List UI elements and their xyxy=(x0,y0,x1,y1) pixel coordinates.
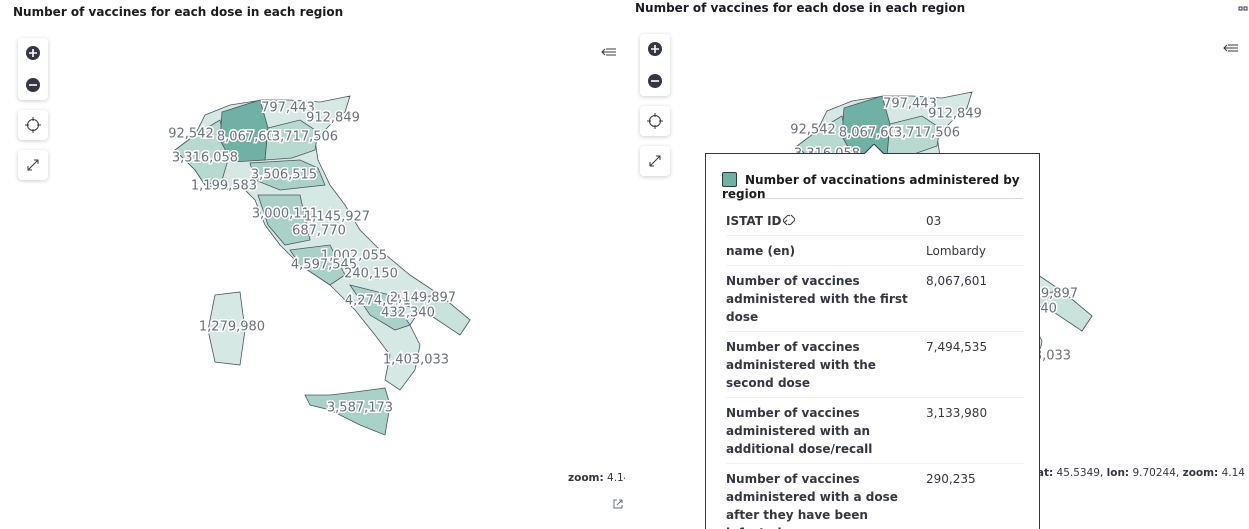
property-name: ISTAT ID xyxy=(726,212,926,230)
region-label: 432,340 xyxy=(381,306,435,321)
coord-value: 4.14 xyxy=(1221,467,1245,479)
region-label: 912,849 xyxy=(306,111,360,126)
fit-button[interactable] xyxy=(640,106,670,136)
region-label: 1,002,055 xyxy=(321,249,387,264)
region-label: 92,542 xyxy=(790,123,836,138)
link-icon xyxy=(782,214,795,226)
region-label: 687,770 xyxy=(292,224,346,239)
region-label: 1,199,583 xyxy=(191,179,257,194)
legend-toggle[interactable] xyxy=(601,46,617,58)
zoom-label: zoom: xyxy=(568,472,604,484)
property-value: 7,494,535 xyxy=(926,340,988,354)
property-value: Lombardy xyxy=(926,244,986,258)
panel-title: Number of vaccines for each dose in each… xyxy=(13,5,344,19)
property-value: 03 xyxy=(926,214,942,228)
fullscreen-button[interactable] xyxy=(18,150,48,180)
fit-button[interactable] xyxy=(18,110,48,140)
property-name: Number of vaccines administered with a d… xyxy=(726,470,926,529)
coord-label: zoom: xyxy=(1182,467,1219,479)
property-value: 3,133,980 xyxy=(926,406,988,420)
zoom-value: 4.14 xyxy=(607,472,625,484)
region-label: 912,849 xyxy=(928,107,982,122)
region-label: 797,443 xyxy=(883,97,937,112)
zoom-icons[interactable] xyxy=(640,34,670,96)
property-label: Number of vaccines administered with the… xyxy=(726,340,876,390)
region xyxy=(207,291,246,366)
fullscreen-button[interactable] xyxy=(640,146,670,176)
region-label: 92,542 xyxy=(168,127,214,142)
region-label: 3,717,506 xyxy=(272,130,338,145)
region xyxy=(289,244,346,286)
zoom-readout: zoom: 4.14 xyxy=(568,472,625,484)
property-label: Number of vaccines administered with the… xyxy=(726,274,908,324)
link-path xyxy=(782,214,795,226)
region xyxy=(249,159,326,191)
region-label: 3,000,111 xyxy=(252,207,318,222)
tooltip-header: Number of vaccinations administered by r… xyxy=(722,172,1023,201)
tooltip: Number of vaccinations administered by r… xyxy=(705,144,1040,529)
property-value: 290,235 xyxy=(926,472,976,486)
region xyxy=(349,284,411,331)
region-label: 2,149,897 xyxy=(390,291,456,306)
tooltip-row: Number of vaccines administered with the… xyxy=(726,332,1024,398)
region-label: 8,067,601 xyxy=(839,126,905,141)
coord-value: 45.5349, xyxy=(1056,467,1104,479)
zoom-icons[interactable] xyxy=(18,38,48,100)
region-label: 240,150 xyxy=(344,267,398,282)
region-label: 8,067,601 xyxy=(217,130,283,145)
panel-title: Number of vaccines for each dose in each… xyxy=(635,1,966,15)
region-label: 4,597,545 xyxy=(291,258,357,273)
coord-value: 9.70244, xyxy=(1132,467,1180,479)
property-label: Number of vaccines administered with an … xyxy=(726,406,873,456)
region xyxy=(257,194,311,246)
tooltip-row: ISTAT ID 03 xyxy=(726,206,1024,236)
tooltip-row: Number of vaccines administered with the… xyxy=(726,266,1024,332)
property-label: ISTAT ID xyxy=(726,214,782,228)
zoom-controls xyxy=(18,38,48,100)
external-link[interactable] xyxy=(612,498,624,510)
region-label: 1,403,033 xyxy=(383,353,449,368)
region xyxy=(264,119,319,161)
region-label: 3,717,506 xyxy=(894,126,960,141)
region-label: 797,443 xyxy=(261,101,315,116)
property-name: Number of vaccines administered with an … xyxy=(726,404,926,458)
region-label: 3,316,058 xyxy=(172,151,238,166)
region xyxy=(304,387,391,436)
property-name: Number of vaccines administered with the… xyxy=(726,272,926,326)
coords-readout: lat: 45.5349, lon: 9.70244, zoom: 4.14 xyxy=(1033,467,1245,479)
region xyxy=(391,294,471,336)
property-name: Number of vaccines administered with the… xyxy=(726,338,926,392)
tooltip-title: Number of vaccinations administered by r… xyxy=(722,173,1020,201)
map-panel: Number of vaccines for each dose in each… xyxy=(0,0,625,525)
panel-menu[interactable] xyxy=(1238,4,1248,14)
tooltip-row: Number of vaccines administered with an … xyxy=(726,398,1024,464)
property-value: 8,067,601 xyxy=(926,274,988,288)
region-label: 4,274,011 xyxy=(345,294,411,309)
region-label: 1,145,927 xyxy=(304,210,370,225)
region-label: 1,279,980 xyxy=(199,320,265,335)
tooltip-arrow xyxy=(864,144,884,154)
property-label: name (en) xyxy=(726,244,796,258)
legend-toggle[interactable] xyxy=(1223,42,1239,54)
zoom-controls xyxy=(640,34,670,96)
property-label: Number of vaccines administered with a d… xyxy=(726,472,898,529)
coord-label: lon: xyxy=(1106,467,1130,479)
tooltip-row: Number of vaccines administered with a d… xyxy=(726,464,1024,529)
region-label: 3,506,515 xyxy=(251,168,317,183)
property-name: name (en) xyxy=(726,242,926,260)
region-label: 3,587,173 xyxy=(327,401,393,416)
tooltip-rows: ISTAT ID 03 name (en) Lombardy Number of vac… xyxy=(726,206,1024,529)
tooltip-row: name (en) Lombardy xyxy=(726,236,1024,266)
